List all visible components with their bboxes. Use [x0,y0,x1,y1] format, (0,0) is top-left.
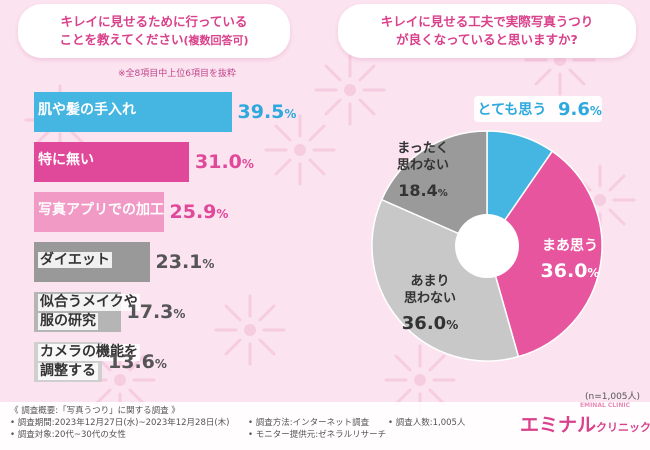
bar [34,142,189,182]
pie-label-background [474,96,602,122]
bar [34,92,232,132]
pie-slice-value: 9.6% [558,99,602,120]
right-question-line2: が良くなっていると思いますか? [396,32,578,47]
bar-value-label: 25.9% [169,201,229,223]
bar-category-label: ダイエット [38,252,112,268]
left-note: ※全8項目中上位6項目を抜粋 [118,69,236,79]
pie-slice-label: とても思う [478,102,547,118]
pie-slice-label: 思わない [397,158,449,173]
left-question-line2: ことを教えてください [59,32,184,47]
brand-sub: クリニック [596,421,650,434]
left-question-box: キレイに見せるために行っている ことを教えてください(複数回答可) [18,4,290,58]
pie-slice-value: 18.4% [398,181,448,200]
bar [34,192,164,232]
bar-row: カメラの機能を 調整する 13.6% [34,342,192,382]
survey-method: • 調査方法:インターネット調査 [248,418,370,428]
bar-category-label: 特に無い [38,152,94,168]
pie-slice-label: 思わない [404,291,456,306]
bar-row: 肌や髪の手入れ 39.5% [34,92,322,132]
bar-value-label: 17.3% [126,301,186,323]
survey-summary: 《 調査概要:「写真うつり」に関する調査 》 [10,406,180,416]
survey-count: • 調査人数:1,005人 [388,418,466,428]
bar-row: 似合うメイクや 服の研究 17.3% [34,292,211,332]
brand-tiny: EMINAL CLINIC [580,402,630,409]
pie-slice [380,130,488,248]
pie-slice-label: まったく [397,141,448,156]
pie-slice-label: まあ思う [542,238,598,254]
survey-period: • 調査期間:2023年12月27日(水)~2023年12月28日(木) [10,418,230,428]
right-question-box: キレイに見せる工夫で実際写真うつり が良くなっていると思いますか? [338,4,636,58]
bar-category-label: 似合うメイクや 服の研究 [38,294,140,330]
pie-center-hole [455,214,519,278]
brand-name: エミナル [520,414,597,436]
pie-slice-value: 36.0% [541,260,600,282]
pie-slice-label: あまり [410,274,449,289]
bar-category-label: カメラの機能を 調整する [38,344,140,380]
bar-row: 特に無い 31.0% [34,142,279,182]
bar-value-label: 39.5% [237,101,297,123]
bar-row: ダイエット 23.1% [34,242,240,282]
bar-value-label: 23.1% [155,251,215,273]
survey-target: • 調査対象:20代~30代の女性 [10,430,126,440]
pie-slice [371,198,520,362]
bar-row: 写真アプリでの加工 25.9% [34,192,254,232]
brand-logo: エミナルクリニック EMINAL CLINIC [520,402,650,437]
bar-category-label: 肌や髪の手入れ [38,102,136,118]
right-question-line1: キレイに見せる工夫で実際写真うつり [380,14,594,29]
left-question-multiple: (複数回答可) [183,34,249,47]
pie-slice [486,150,603,358]
left-question-line1: キレイに見せるために行っている [60,14,248,29]
pie-slice-value: 36.0% [402,313,458,334]
bar-value-label: 13.6% [108,351,167,373]
bar-value-label: 31.0% [195,151,254,173]
sample-size-note: (n=1,005人) [585,392,641,402]
survey-provider: • モニター提供元:ゼネラルリサーチ [248,430,387,440]
bar-category-label: 写真アプリでの加工 [38,202,164,218]
